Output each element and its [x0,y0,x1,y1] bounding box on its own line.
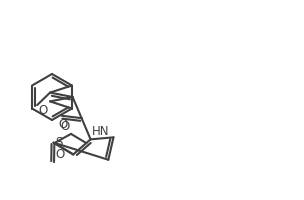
Text: S: S [56,136,63,149]
Text: O: O [39,104,48,117]
Text: O: O [61,120,70,133]
Text: HN: HN [92,125,109,138]
Text: O: O [55,148,64,161]
Text: O: O [58,118,67,131]
